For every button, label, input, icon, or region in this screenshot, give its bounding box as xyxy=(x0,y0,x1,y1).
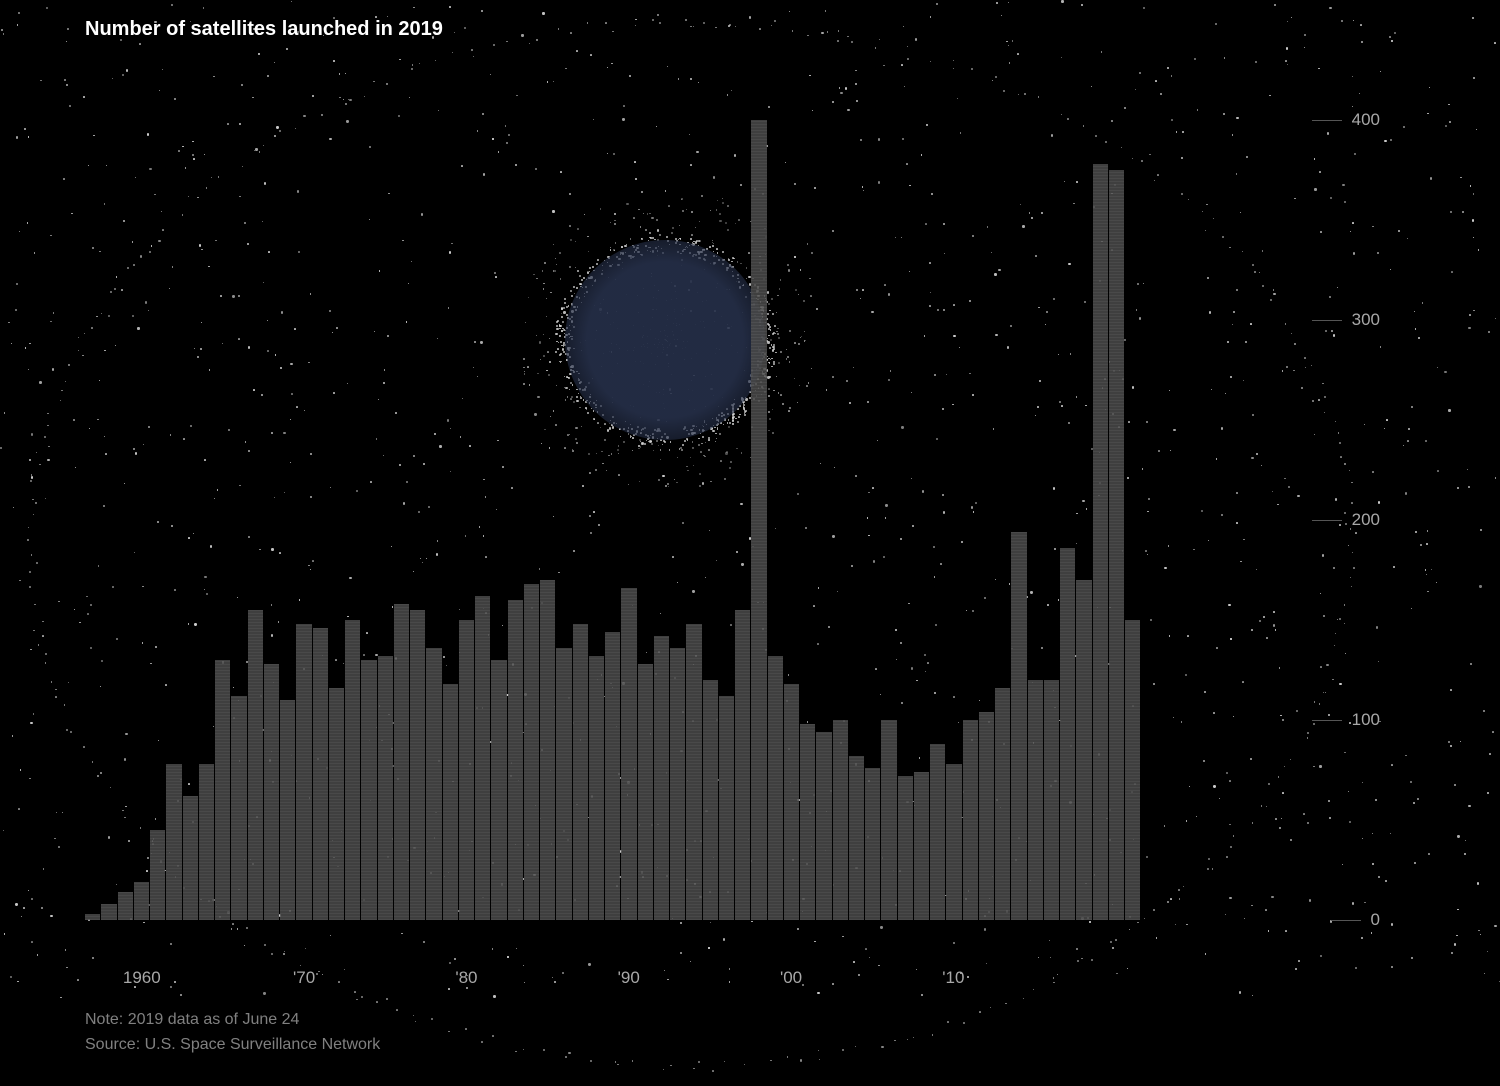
y-tick-label: 0 xyxy=(1371,910,1380,930)
bar xyxy=(816,732,831,920)
bar xyxy=(573,624,588,920)
bar xyxy=(930,744,945,920)
y-tick: 300 xyxy=(1312,310,1380,330)
x-tick-label: 1960 xyxy=(123,968,161,988)
x-tick-label: '90 xyxy=(618,968,640,988)
bar xyxy=(865,768,880,920)
bar xyxy=(1011,532,1026,920)
bar xyxy=(898,776,913,920)
bar xyxy=(946,764,961,920)
bar xyxy=(1093,164,1108,920)
bar xyxy=(475,596,490,920)
bar xyxy=(248,610,263,920)
bar xyxy=(1109,170,1124,920)
bar-series xyxy=(85,80,1140,920)
bar xyxy=(735,610,750,920)
bar xyxy=(231,696,246,920)
bar xyxy=(979,712,994,920)
x-tick-label: '70 xyxy=(293,968,315,988)
bar xyxy=(508,600,523,920)
bar xyxy=(654,636,669,920)
bar xyxy=(264,664,279,920)
bar xyxy=(1125,620,1140,920)
bar xyxy=(345,620,360,920)
y-tick-label: 200 xyxy=(1352,510,1380,530)
y-tick: 200 xyxy=(1312,510,1380,530)
y-tick-mark xyxy=(1312,320,1342,321)
bar xyxy=(800,724,815,920)
bar xyxy=(491,660,506,920)
bar xyxy=(995,688,1010,920)
bar xyxy=(378,656,393,920)
bar xyxy=(784,684,799,920)
bar xyxy=(963,720,978,920)
note-text: Note: 2019 data as of June 24 xyxy=(85,1007,380,1033)
x-tick-label: '00 xyxy=(780,968,802,988)
bar xyxy=(670,648,685,920)
bar xyxy=(150,830,165,920)
bar xyxy=(849,756,864,920)
bar xyxy=(556,648,571,920)
bar xyxy=(118,892,133,920)
bar xyxy=(134,882,149,920)
x-tick-label: '10 xyxy=(942,968,964,988)
bar xyxy=(313,628,328,920)
y-tick-mark xyxy=(1312,720,1342,721)
bar xyxy=(1076,580,1091,920)
bar xyxy=(329,688,344,920)
bar xyxy=(881,720,896,920)
bar xyxy=(914,772,929,920)
satellites-chart: Number of satellites launched in 2019 0 1… xyxy=(0,0,1500,1086)
y-tick: 0 xyxy=(1331,910,1380,930)
bar xyxy=(589,656,604,920)
y-axis: 0100200300400 xyxy=(1240,60,1380,920)
bar xyxy=(719,696,734,920)
y-tick-label: 100 xyxy=(1352,710,1380,730)
bar xyxy=(280,700,295,920)
bar xyxy=(443,684,458,920)
plot-area xyxy=(85,60,1365,960)
bar xyxy=(183,796,198,920)
bar xyxy=(296,624,311,920)
bar xyxy=(199,764,214,920)
bar xyxy=(1060,548,1075,920)
bar xyxy=(1028,680,1043,920)
y-tick-mark xyxy=(1312,520,1342,521)
y-tick-label: 400 xyxy=(1352,110,1380,130)
bar xyxy=(410,610,425,920)
bar xyxy=(833,720,848,920)
x-tick-label: '80 xyxy=(455,968,477,988)
bar xyxy=(751,120,766,920)
bar xyxy=(768,656,783,920)
bar xyxy=(394,604,409,920)
bar xyxy=(166,764,181,920)
bar xyxy=(1044,680,1059,920)
source-text: Source: U.S. Space Surveillance Network xyxy=(85,1032,380,1058)
x-axis: 1960 '70 '80 '90 '00 '10 xyxy=(85,958,1140,986)
bar xyxy=(524,584,539,920)
y-tick: 400 xyxy=(1312,110,1380,130)
chart-footer: Note: 2019 data as of June 24 Source: U.… xyxy=(85,1007,380,1058)
bar xyxy=(459,620,474,920)
bar xyxy=(85,914,100,920)
y-tick-mark xyxy=(1312,120,1342,121)
bar xyxy=(540,580,555,920)
bar xyxy=(621,588,636,920)
y-tick: 100 xyxy=(1312,710,1380,730)
bar xyxy=(101,904,116,920)
bar xyxy=(215,660,230,920)
bar xyxy=(686,624,701,920)
chart-title: Number of satellites launched in 2019 xyxy=(85,18,443,41)
bar xyxy=(605,632,620,920)
bar xyxy=(638,664,653,920)
bar xyxy=(361,660,376,920)
bar xyxy=(426,648,441,920)
y-tick-mark xyxy=(1331,920,1361,921)
bar xyxy=(703,680,718,920)
y-tick-label: 300 xyxy=(1352,310,1380,330)
